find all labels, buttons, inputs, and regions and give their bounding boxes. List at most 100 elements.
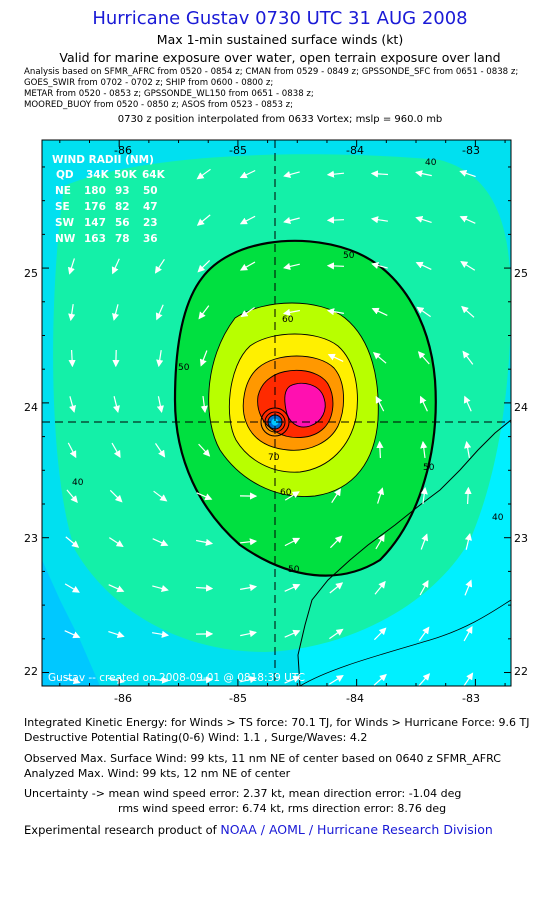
- wind-arrow: [68, 349, 76, 368]
- wind-arrow: [196, 168, 211, 180]
- wind-arrow: [64, 630, 81, 639]
- subtitle-winds: Max 1-min sustained surface winds (kt): [156, 32, 404, 47]
- wind-arrow: [326, 308, 345, 316]
- contour-label: 60: [280, 488, 292, 498]
- wind-arrow: [112, 304, 119, 321]
- analyzed-max-line: Analyzed Max. Wind: 99 kts, 12 nm NE of …: [24, 767, 291, 780]
- wind-arrow: [464, 440, 472, 459]
- wind-arrow: [375, 395, 385, 412]
- wind-arrow: [370, 216, 388, 224]
- wind-arrow: [326, 170, 345, 178]
- wind-radii-cell: 180: [84, 185, 106, 197]
- wind-arrow: [463, 395, 472, 412]
- contour-label: 40: [72, 478, 84, 488]
- wind-arrow: [198, 305, 210, 320]
- wind-arrow: [459, 169, 476, 178]
- lat-tick-right: 25: [514, 267, 528, 280]
- wind-arrow: [283, 217, 300, 224]
- wind-arrow: [376, 440, 384, 459]
- wind-radii-cell: 50: [143, 185, 158, 197]
- wind-arrow: [419, 395, 428, 412]
- wind-arrow: [418, 673, 431, 686]
- wind-arrow: [152, 538, 169, 547]
- wind-arrow: [416, 306, 431, 318]
- lat-tick-right: 24: [514, 401, 528, 414]
- ike-line: Integrated Kinetic Energy: for Winds > T…: [24, 716, 530, 729]
- contour-label: 50: [423, 463, 435, 473]
- wind-arrow: [240, 307, 255, 318]
- page-title: Hurricane Gustav 0730 UTC 31 AUG 2008: [92, 8, 468, 29]
- wind-arrow: [151, 676, 170, 684]
- wind-arrow: [108, 584, 125, 593]
- wind-arrow: [419, 579, 429, 596]
- wind-arrow: [375, 534, 385, 550]
- wind-arrow: [284, 629, 301, 638]
- wind-arrow: [284, 583, 301, 592]
- wind-arrow: [372, 352, 387, 364]
- wind-radii-cell: 176: [84, 201, 106, 213]
- wind-arrow: [152, 585, 169, 592]
- hrd-link[interactable]: NOAA / AOML / Hurricane Research Divisio…: [220, 822, 493, 837]
- wind-radii-cell: NW: [55, 233, 76, 245]
- low-wind-corner: [42, 560, 100, 686]
- wind-arrow: [199, 350, 208, 367]
- wind-arrow: [326, 262, 345, 270]
- wind-radii-cell: 82: [115, 201, 130, 213]
- wind-arrow: [329, 628, 344, 640]
- wind-arrow: [284, 675, 301, 684]
- analysis-line-2: GOES_SWIR from 0702 - 0702 z; SHIP from …: [24, 78, 274, 88]
- wind-arrow: [460, 261, 476, 271]
- wind-arrow: [239, 261, 256, 271]
- wind-arrow: [200, 396, 208, 414]
- wind-arrow: [67, 442, 77, 459]
- contour-label: 60: [282, 315, 294, 325]
- wind-arrow: [195, 538, 214, 546]
- wind-arrow: [420, 533, 429, 550]
- position-note: 0730 z position interpolated from 0633 V…: [117, 114, 443, 125]
- wind-arrow: [415, 261, 432, 270]
- wind-arrow: [240, 676, 257, 684]
- lon-tick-top: -85: [229, 144, 247, 157]
- wind-arrow: [112, 396, 120, 413]
- wind-arrow: [152, 630, 170, 638]
- contour-label: 50: [288, 565, 300, 575]
- wind-arrow: [415, 215, 432, 223]
- contour-label: 40: [492, 513, 504, 523]
- wind-arrow: [284, 537, 301, 547]
- wind-arrow: [109, 489, 123, 503]
- wind-arrow: [373, 673, 387, 686]
- wind-arrow: [154, 258, 165, 274]
- wind-arrow: [111, 258, 120, 275]
- contour-fill-100kt: [284, 382, 326, 428]
- wind-arrow: [463, 672, 474, 686]
- wind-radii-cell: 56: [115, 217, 130, 229]
- wind-arrow: [197, 259, 211, 273]
- wind-arrow: [328, 675, 344, 685]
- lon-tick-bottom: -85: [229, 692, 247, 705]
- dpr-line: Destructive Potential Rating(0-6) Wind: …: [24, 731, 368, 744]
- wind-radii-header-qd: QD: [56, 169, 74, 181]
- analysis-line-3: METAR from 0520 - 0853 z; GPSSONDE_WL150…: [24, 89, 314, 99]
- credit-prefix: Experimental research product of: [24, 823, 221, 837]
- wind-arrow: [196, 492, 213, 501]
- wind-arrow: [195, 676, 214, 684]
- lat-tick-left: 22: [24, 665, 38, 678]
- wind-arrow: [283, 262, 300, 270]
- lon-tick-bottom: -83: [462, 692, 480, 705]
- wind-arrow: [69, 396, 76, 413]
- wind-arrow: [371, 262, 388, 269]
- wind-arrow: [373, 627, 387, 641]
- analysis-line-4: MOORED_BUOY from 0520 - 0850 z; ASOS fro…: [24, 100, 294, 110]
- subtitle-exposure: Valid for marine exposure over water, op…: [59, 50, 501, 65]
- lon-tick-top: -83: [462, 144, 480, 157]
- contour-label: 50: [178, 363, 190, 373]
- wind-arrow: [374, 580, 386, 595]
- wind-vectors: [64, 168, 476, 686]
- wind-arrow: [371, 307, 388, 316]
- wind-radii-cell: 47: [143, 201, 158, 213]
- wind-arrow: [284, 491, 300, 501]
- wind-arrow: [156, 350, 164, 368]
- wind-arrow: [283, 171, 300, 178]
- wind-radii-header-64k: 64K: [142, 169, 166, 181]
- wind-arrow: [155, 304, 164, 321]
